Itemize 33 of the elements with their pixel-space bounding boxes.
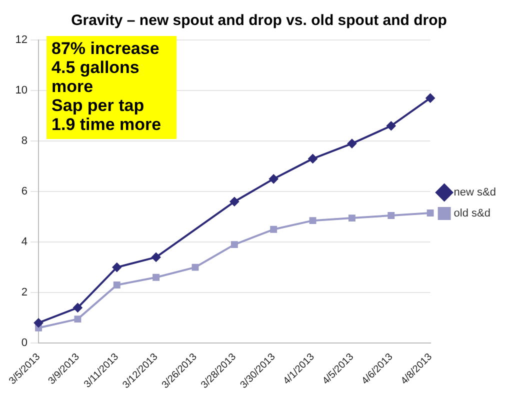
point	[230, 197, 239, 206]
y-tick-label: 2	[21, 286, 28, 299]
point	[112, 262, 122, 272]
chart-title: Gravity – new spout and drop vs. old spout and drop	[71, 12, 447, 30]
y-tick-label: 0	[21, 337, 28, 350]
point	[347, 139, 356, 148]
annotation: 4.5 gallons more	[52, 58, 140, 96]
y-tick-label: 6	[21, 186, 28, 198]
point	[309, 217, 316, 224]
point	[388, 212, 395, 219]
y-tick-label: 8	[21, 135, 28, 148]
point	[73, 303, 82, 312]
y-tick-label: 10	[15, 84, 28, 97]
point	[270, 226, 278, 233]
legend-label: new s&d	[454, 186, 496, 199]
point	[426, 210, 434, 216]
legend-label: old s&d	[454, 208, 491, 220]
point	[34, 318, 44, 328]
point	[152, 274, 160, 281]
y-tick-label: 4	[21, 236, 28, 248]
point	[192, 264, 199, 271]
point	[269, 174, 278, 184]
point	[348, 214, 356, 222]
point	[426, 94, 435, 103]
annotation: Sap per tap 1.9 time more	[52, 96, 162, 134]
annotation: 87% increase	[52, 39, 160, 58]
y-tick-label: 12	[15, 34, 28, 46]
point	[152, 252, 161, 262]
point	[113, 281, 120, 288]
point	[308, 154, 318, 164]
point	[74, 316, 82, 323]
point	[386, 121, 396, 130]
point	[230, 241, 238, 248]
